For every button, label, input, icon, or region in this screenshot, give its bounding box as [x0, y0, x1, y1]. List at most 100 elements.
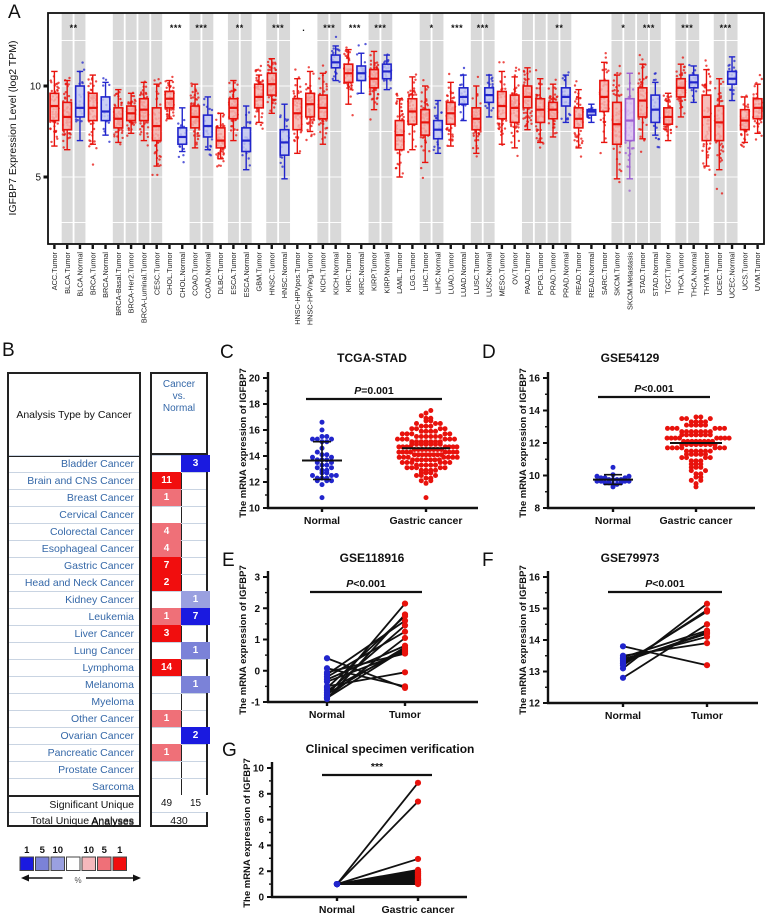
svg-text:10: 10 — [52, 845, 63, 856]
x-axis-label: BRCA.Tumor — [88, 251, 97, 295]
significance-mark: * — [621, 23, 625, 33]
y-axis-tick-label: 20 — [249, 374, 261, 385]
x-axis-label: STAD.Tumor — [638, 251, 647, 293]
y-axis-tick-label: 13 — [529, 667, 541, 678]
cancer-row-label: Breast Cancer — [9, 489, 139, 506]
swarm-points — [664, 414, 732, 490]
x-axis-label: KIRP.Tumor — [370, 251, 379, 290]
panel-b-oncomine-table: Analysis Type by Cancer Bladder Cancer Bra… — [0, 340, 215, 920]
y-axis-tick-label: 6 — [258, 815, 264, 826]
p-value-label: P<0.001 — [634, 383, 674, 395]
analysis-count-cell — [181, 540, 210, 557]
x-axis-label: UCEC.Normal — [728, 252, 737, 299]
cancer-row-label: Lung Cancer — [9, 642, 139, 659]
x-axis-label: MESO.Tumor — [497, 251, 506, 296]
cancer-row-label: Brain and CNS Cancer — [9, 472, 139, 489]
cancer-row-label: Liver Cancer — [9, 625, 139, 642]
y-axis-tick-label: 12 — [249, 478, 261, 489]
summary-row-label: Total Unique Analyses — [9, 812, 139, 829]
x-axis-label: BRCA-Basal.Tumor — [114, 251, 123, 315]
analysis-count-cell — [181, 523, 210, 540]
significance-mark: ** — [70, 23, 78, 33]
p-value-label: P=0.001 — [354, 385, 394, 397]
x-axis-label: CESC.Tumor — [152, 251, 161, 295]
significance-mark: ** — [236, 23, 244, 33]
y-axis-tick-label: 10 — [529, 471, 541, 482]
analysis-count-cell: 4 — [152, 523, 181, 540]
x-axis-label: PRAD.Normal — [561, 252, 570, 298]
analysis-count-cell — [181, 489, 210, 506]
x-axis-label: STAD.Normal — [651, 252, 660, 297]
panel-e-label: E — [222, 550, 235, 571]
x-axis-label: LIHC.Normal — [434, 252, 443, 295]
panel-a-boxplot-chart: ACC.Tumor BLCA.Tumor BLCA.Normal BRCA.Tumor… — [7, 12, 765, 325]
paired-points — [619, 600, 711, 681]
analysis-count-cell: 14 — [152, 659, 181, 676]
x-axis-label: KIRP.Normal — [382, 252, 391, 294]
cancer-row-label: Myeloma — [9, 693, 139, 710]
x-axis-label: KIRC.Tumor — [344, 251, 353, 292]
y-axis-tick-label: 4 — [258, 841, 264, 852]
cancer-row-label: Head and Neck Cancer — [9, 574, 139, 591]
y-axis-tick-label: 8 — [258, 789, 264, 800]
y-axis-title: The mRNA expression of IGFBP7 — [242, 758, 253, 908]
analysis-count-cell — [181, 659, 210, 676]
cancer-row-label: Prostate Cancer — [9, 761, 139, 778]
p-value-label: P<0.001 — [346, 578, 386, 590]
x-category-label: Gastric cancer — [660, 515, 733, 527]
cancer-vs-normal-table: Cancer vs. Normal 3 11 1 4 4 7 2 1 1 7 3 1 14 1 1 2 1 49 15 43… — [150, 372, 210, 827]
x-axis-label: ESCA.Normal — [242, 252, 251, 298]
analysis-count-cell: 2 — [152, 574, 181, 591]
x-category-label: Tumor — [389, 709, 421, 721]
y-axis-title: IGFBP7 Expression Level (log2 TPM) — [7, 41, 19, 216]
x-axis-label: CHOL.Tumor — [165, 251, 174, 295]
x-axis-label: THCA.Normal — [689, 252, 698, 298]
y-axis-title: The mRNA expression of IGFBP7 — [518, 368, 529, 518]
significance-mark: * — [430, 23, 434, 33]
significance-mark: *** — [323, 23, 335, 33]
panel-title: GSE118916 — [340, 551, 405, 565]
significance-mark: *** — [477, 23, 489, 33]
y-axis-tick-label: -1 — [251, 698, 260, 709]
analysis-count-cell — [152, 693, 181, 710]
analysis-count-cell: 1 — [181, 591, 210, 608]
y-axis-tick-label: 14 — [529, 636, 541, 647]
analysis-type-table: Analysis Type by Cancer Bladder Cancer Bra… — [7, 372, 141, 829]
analysis-count-cell: 1 — [152, 608, 181, 625]
panel-f-label: F — [482, 550, 494, 571]
analysis-count-cell: 3 — [181, 455, 210, 472]
panel-d-scatter-chart: 8 10 12 14 16 Normal Gastric cancer GSE54129 The… — [518, 351, 755, 527]
x-axis-label: ESCA.Tumor — [229, 251, 238, 294]
analysis-count-cell — [152, 591, 181, 608]
panel-f-paired-chart: 12 13 14 15 16 Normal Tumor GSE79973 The mRNA ex… — [518, 551, 758, 722]
x-axis-label: COAD.Tumor — [191, 251, 200, 295]
panel-title: GSE54129 — [601, 351, 660, 365]
y-axis-title: The mRNA expression of IGFBP7 — [238, 565, 249, 715]
cancer-row-label: Kidney Cancer — [9, 591, 139, 608]
analysis-count-cell — [152, 506, 181, 523]
analysis-count-cell: 1 — [152, 710, 181, 727]
cancer-row-label: Other Cancer — [9, 710, 139, 727]
x-axis-label: PCPG.Tumor — [536, 251, 545, 295]
x-category-label: Gastric cancer — [382, 904, 455, 916]
analysis-count-cell — [181, 744, 210, 761]
panel-b-label: B — [2, 340, 15, 361]
x-axis-label: GBM.Tumor — [255, 251, 264, 291]
paired-lines — [336, 782, 419, 886]
analysis-count-cell — [152, 761, 181, 778]
analysis-count-cell: 1 — [152, 489, 181, 506]
x-axis-label: LUAD.Tumor — [446, 251, 455, 294]
analysis-count-cell — [181, 557, 210, 574]
x-axis-label: SKCM.Tumor — [613, 251, 622, 295]
x-axis-label: BRCA-Her2.Tumor — [127, 251, 136, 313]
x-category-label: Normal — [319, 904, 355, 916]
x-axis-label: LAML.Tumor — [395, 251, 404, 293]
significance-mark: *** — [720, 23, 732, 33]
x-axis-label: PRAD.Tumor — [549, 251, 558, 295]
paired-points — [333, 779, 422, 888]
y-axis-tick-label: 16 — [529, 573, 541, 584]
y-axis-tick-label: 10 — [253, 764, 265, 775]
svg-text:1: 1 — [117, 845, 123, 856]
x-axis-label: HNSC-HPVneg.Tumor — [306, 251, 315, 325]
analysis-count-cell: 7 — [181, 608, 210, 625]
